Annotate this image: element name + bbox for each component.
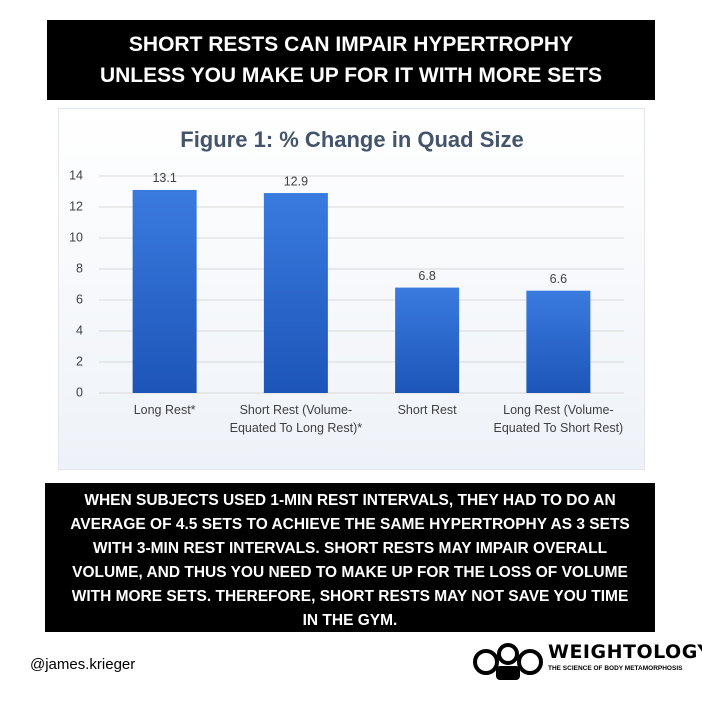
y-tick-label: 8: [76, 261, 83, 275]
x-tick-label: Short Rest (Volume-Equated To Long Rest)…: [229, 403, 363, 435]
chart-title: Figure 1: % Change in Quad Size: [180, 127, 524, 152]
value-label: 6.8: [418, 269, 435, 283]
header-title: SHORT RESTS CAN IMPAIR HYPERTROPHY UNLES…: [47, 20, 655, 100]
x-tick-label: Long Rest (Volume-Equated To Short Rest): [493, 403, 624, 435]
y-tick-label: 6: [76, 292, 83, 306]
bar: [526, 290, 591, 393]
y-tick-label: 12: [69, 199, 83, 213]
y-tick-label: 0: [76, 385, 83, 399]
bar: [263, 193, 328, 393]
chart: Figure 1: % Change in Quad Size 0 2 4 6 8 10 1…: [69, 127, 624, 399]
handle: @james.krieger: [30, 656, 136, 673]
y-tick-label: 10: [69, 230, 83, 244]
y-tick-label: 4: [76, 323, 83, 337]
tagline: THE SCIENCE OF BODY METAMORPHOSIS: [548, 665, 683, 672]
footer-text: WHEN SUBJECTS USED 1-MIN REST INTERVALS,…: [45, 483, 655, 632]
y-tick-label: 2: [76, 354, 83, 368]
value-label: 6.6: [550, 272, 567, 286]
x-tick-label: Long Rest*: [133, 403, 196, 417]
y-tick-label: 14: [69, 168, 83, 182]
value-label: 13.1: [152, 171, 176, 185]
bar: [395, 287, 460, 393]
logo-icon: [473, 643, 543, 680]
bar: [132, 189, 197, 393]
value-label: 12.9: [284, 174, 308, 188]
chart-area: Figure 1: % Change in Quad Size 0 2 4 6 8 10 1…: [58, 108, 645, 470]
brand: WEIGHTOLOGY: [548, 641, 702, 663]
x-tick-label: Short Rest: [397, 403, 457, 417]
